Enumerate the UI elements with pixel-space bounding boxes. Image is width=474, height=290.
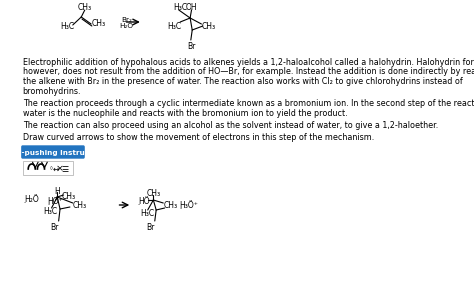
Text: ··: ·· <box>47 202 51 207</box>
Text: ··: ·· <box>137 202 141 207</box>
Text: CH₃: CH₃ <box>62 192 75 201</box>
Text: Br₂: Br₂ <box>121 17 132 23</box>
Text: H₃C: H₃C <box>43 207 57 216</box>
Text: water is the nucleophile and reacts with the bromonium ion to yield the product.: water is the nucleophile and reacts with… <box>23 108 347 117</box>
Text: CH₃: CH₃ <box>78 3 92 12</box>
Text: ··: ·· <box>180 206 183 211</box>
Text: CH₃: CH₃ <box>73 201 87 210</box>
Text: The reaction can also proceed using an alcohol as the solvent instead of water, : The reaction can also proceed using an a… <box>23 121 438 130</box>
Text: Br: Br <box>146 223 155 232</box>
Text: The reaction proceeds through a cyclic intermediate known as a bromonium ion. In: The reaction proceeds through a cyclic i… <box>23 99 474 108</box>
Text: OH: OH <box>186 3 198 12</box>
Text: H₂Ö: H₂Ö <box>25 195 39 204</box>
Text: Br: Br <box>50 223 59 232</box>
Text: Arrow-pushing Instructions: Arrow-pushing Instructions <box>0 150 109 155</box>
Text: Electrophilic addition of hypohalous acids to alkenes yields a 1,2-haloalcohol c: Electrophilic addition of hypohalous aci… <box>23 58 474 67</box>
Text: the alkene with Br₂ in the presence of water. The reaction also works with Cl₂ t: the alkene with Br₂ in the presence of w… <box>23 77 462 86</box>
Text: CH₃: CH₃ <box>146 189 160 198</box>
Text: H₃Ö⁺: H₃Ö⁺ <box>179 201 198 210</box>
Text: Draw curved arrows to show the movement of electrons in this step of the mechani: Draw curved arrows to show the movement … <box>23 133 374 142</box>
Text: H₂O: H₂O <box>119 23 134 29</box>
Text: Br: Br <box>187 42 196 51</box>
Text: H₃C: H₃C <box>141 209 155 218</box>
Text: H₃C: H₃C <box>167 22 182 31</box>
Text: bromohydrins.: bromohydrins. <box>23 86 81 95</box>
Text: CH₃: CH₃ <box>201 22 216 31</box>
Text: H₃C: H₃C <box>173 3 187 12</box>
Text: however, does not result from the addition of HO—Br, for example. Instead the ad: however, does not result from the additi… <box>23 68 474 77</box>
FancyBboxPatch shape <box>22 146 84 158</box>
Text: ☰: ☰ <box>62 164 69 173</box>
Text: HÖ: HÖ <box>138 197 149 206</box>
Bar <box>23 161 73 175</box>
Text: HO⁺: HO⁺ <box>47 197 63 206</box>
Text: ↔: ↔ <box>53 164 59 173</box>
Text: CH₃: CH₃ <box>92 19 106 28</box>
Text: CH₃: CH₃ <box>163 201 177 210</box>
Text: ◦: ◦ <box>49 164 54 173</box>
Text: ×: × <box>56 164 64 173</box>
Text: H: H <box>55 187 60 196</box>
Text: ··: ·· <box>23 200 27 205</box>
Text: H₃C: H₃C <box>60 22 74 31</box>
